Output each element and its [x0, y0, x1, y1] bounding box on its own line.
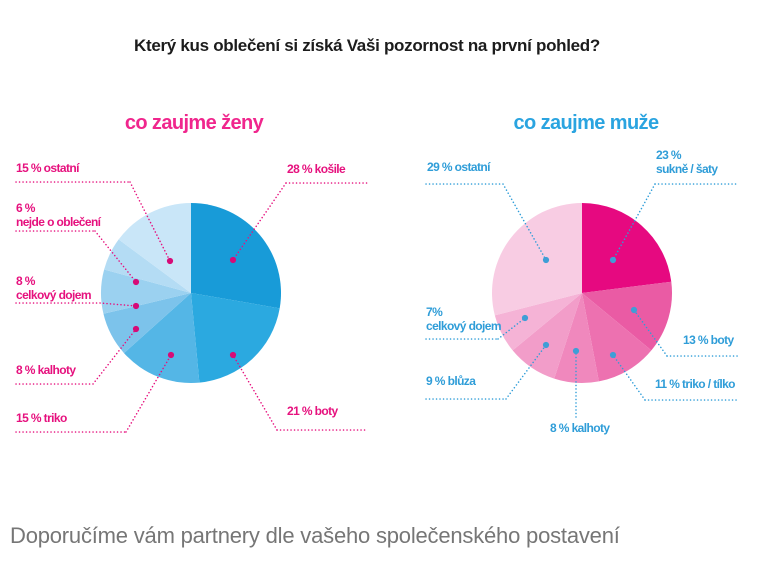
leader-dot	[542, 341, 550, 349]
leader-dot	[572, 347, 580, 355]
slice-label: 21 % boty	[287, 404, 338, 418]
leader-dot	[166, 257, 174, 265]
slice-label: 6 % nejde o oblečení	[16, 201, 101, 229]
slice-label: 8 % celkový dojem	[16, 274, 92, 302]
slice-label: 23 % sukně / šaty	[656, 148, 718, 176]
slice-label: 15 % triko	[16, 411, 67, 425]
leader-dot	[132, 325, 140, 333]
chart-title-men: co zaujme muže	[513, 112, 660, 134]
pie-slice	[103, 293, 191, 354]
pie-slice	[582, 293, 652, 382]
footer-caption: Doporučíme vám partnery dle vašeho spole…	[10, 523, 620, 548]
leader-line	[612, 354, 646, 401]
leader-line	[502, 183, 547, 261]
leader-line	[232, 354, 278, 431]
pie-slice	[494, 293, 582, 351]
pie-slice	[582, 281, 673, 351]
slice-label: 11 % triko / tílko	[655, 377, 736, 391]
leader-dot	[132, 278, 140, 286]
leader-dot	[609, 351, 617, 359]
leader-line	[125, 354, 172, 433]
pie-slice	[554, 293, 599, 384]
slice-label: 9 % blůza	[426, 374, 476, 388]
leader-dot	[542, 256, 550, 264]
leader-line	[497, 317, 526, 340]
leader-line	[92, 328, 137, 385]
leader-dot	[229, 351, 237, 359]
leader-line	[633, 309, 668, 357]
leader-dot	[229, 256, 237, 264]
pie-slice	[118, 203, 191, 293]
leader-dot	[521, 314, 529, 322]
leader-dot	[132, 302, 140, 310]
pie-slice	[123, 293, 200, 384]
slice-label: 7% celkový dojem	[426, 305, 502, 333]
leader-line	[505, 344, 547, 400]
leader-dot	[167, 351, 175, 359]
page-title: Který kus oblečení si získá Vaši pozorno…	[134, 36, 600, 55]
pie-slice	[582, 203, 672, 293]
slice-label: 29 % ostatní	[427, 160, 490, 174]
leader-line	[94, 230, 137, 283]
pie-slice	[492, 203, 582, 316]
slice-label: 15 % ostatní	[16, 161, 79, 175]
slice-label: 8 % kalhoty	[550, 421, 610, 435]
leader-dot	[630, 306, 638, 314]
leader-line	[612, 183, 656, 261]
leader-line	[99, 302, 137, 307]
slice-label: 8 % kalhoty	[16, 363, 76, 377]
pie-slice	[512, 293, 582, 379]
pie-slice	[104, 239, 191, 293]
leader-line	[129, 181, 171, 262]
chart-title-women: co zaujme ženy	[124, 112, 264, 134]
pie-slice	[191, 293, 280, 383]
slice-label: 13 % boty	[683, 333, 734, 347]
pie-slice	[101, 269, 191, 314]
slice-label: 28 % košile	[287, 162, 346, 176]
leader-dot	[609, 256, 617, 264]
